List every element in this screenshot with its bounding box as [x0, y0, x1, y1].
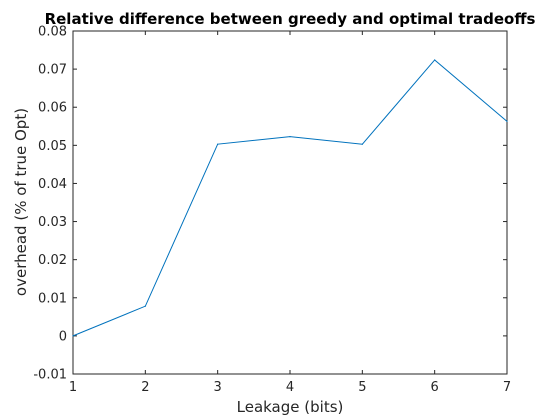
y-tick-label: 0.03: [38, 215, 67, 230]
x-tick-label: 4: [286, 380, 294, 395]
x-tick-label: 2: [141, 380, 149, 395]
data-point: [289, 136, 290, 137]
y-tick-label: 0.07: [38, 63, 67, 78]
chart-title: Relative difference between greedy and o…: [45, 10, 536, 28]
y-tick-label: 0.01: [38, 291, 67, 306]
y-tick-label: 0.04: [38, 177, 67, 192]
x-tick-label: 7: [503, 380, 511, 395]
y-tick-label: 0.06: [38, 101, 67, 116]
y-tick-label: -0.01: [33, 368, 67, 383]
data-point: [217, 144, 218, 145]
data-point: [362, 144, 363, 145]
plot-box: [73, 31, 507, 374]
data-point: [506, 121, 507, 122]
y-tick-label: 0.08: [38, 25, 67, 40]
plot-area: [73, 31, 507, 374]
x-tick-label: 5: [358, 380, 366, 395]
data-point: [145, 306, 146, 307]
y-tick-label: 0: [59, 329, 67, 344]
x-tick-label: 3: [214, 380, 222, 395]
y-axis-label: overhead (% of true Opt): [12, 108, 30, 296]
x-tick-label: 1: [69, 380, 77, 395]
x-tick-label: 6: [431, 380, 439, 395]
data-point: [434, 59, 435, 60]
y-tick-label: 0.02: [38, 253, 67, 268]
x-axis-label: Leakage (bits): [237, 398, 344, 416]
y-tick-label: 0.05: [38, 139, 67, 154]
data-point: [72, 335, 73, 336]
